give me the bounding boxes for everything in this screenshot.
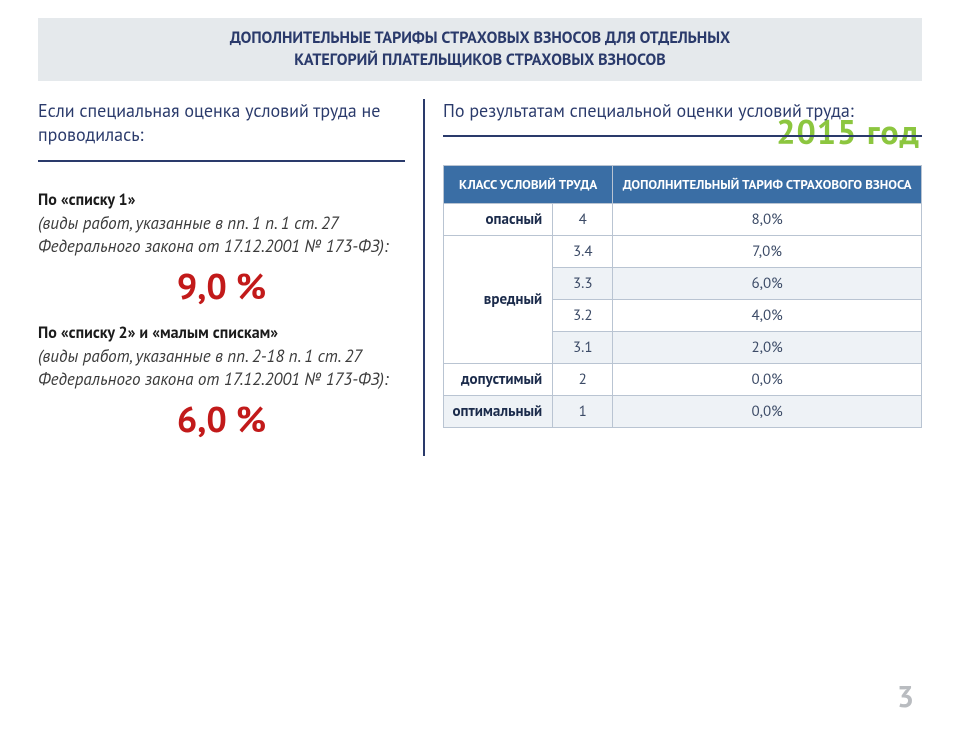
th-class: КЛАСС УСЛОВИЙ ТРУДА — [444, 166, 613, 204]
list2-percent: 6,0 % — [38, 395, 405, 442]
table-row: опасный48,0% — [444, 204, 922, 236]
subclass-cell: 4 — [553, 204, 613, 236]
rate-cell: 8,0% — [613, 204, 922, 236]
list1-desc: (виды работ, указанные в пп. 1 п. 1 ст. … — [38, 212, 405, 258]
class-label-cell: оптимальный — [444, 396, 553, 428]
rate-cell: 4,0% — [613, 300, 922, 332]
table-row: вредный3.47,0% — [444, 236, 922, 268]
list1-block: По «списку 1» (виды работ, указанные в п… — [38, 190, 405, 309]
list1-percent: 9,0 % — [38, 262, 405, 309]
column-right: По результатам специальной оценки услови… — [423, 99, 922, 455]
tariff-table: КЛАСС УСЛОВИЙ ТРУДА ДОПОЛНИТЕЛЬНЫЙ ТАРИФ… — [443, 165, 922, 428]
subclass-cell: 3.1 — [553, 332, 613, 364]
title-line-2: КАТЕГОРИЙ ПЛАТЕЛЬЩИКОВ СТРАХОВЫХ ВЗНОСОВ — [78, 50, 882, 72]
rate-cell: 0,0% — [613, 396, 922, 428]
table-row: оптимальный10,0% — [444, 396, 922, 428]
list2-block: По «списку 2» и «малым спискам» (виды ра… — [38, 323, 405, 442]
right-header: По результатам специальной оценки услови… — [443, 99, 922, 137]
table-row: допустимый20,0% — [444, 364, 922, 396]
content-columns: Если специальная оценка условий труда не… — [38, 99, 922, 455]
list1-title: По «списку 1» — [38, 190, 405, 210]
title-bar: ДОПОЛНИТЕЛЬНЫЕ ТАРИФЫ СТРАХОВЫХ ВЗНОСОВ … — [38, 18, 922, 81]
title-line-1: ДОПОЛНИТЕЛЬНЫЕ ТАРИФЫ СТРАХОВЫХ ВЗНОСОВ … — [78, 28, 882, 50]
rate-cell: 6,0% — [613, 268, 922, 300]
class-label-cell: опасный — [444, 204, 553, 236]
tariff-table-body: опасный48,0%вредный3.47,0%3.36,0%3.24,0%… — [444, 204, 922, 428]
list2-title: По «списку 2» и «малым спискам» — [38, 323, 405, 343]
rate-cell: 7,0% — [613, 236, 922, 268]
class-label-cell: допустимый — [444, 364, 553, 396]
subclass-cell: 1 — [553, 396, 613, 428]
list2-desc: (виды работ, указанные в пп. 2-18 п. 1 с… — [38, 345, 405, 391]
left-header: Если специальная оценка условий труда не… — [38, 99, 405, 162]
subclass-cell: 3.3 — [553, 268, 613, 300]
rate-cell: 2,0% — [613, 332, 922, 364]
th-tariff: ДОПОЛНИТЕЛЬНЫЙ ТАРИФ СТРАХОВОГО ВЗНОСА — [613, 166, 922, 204]
column-left: Если специальная оценка условий труда не… — [38, 99, 423, 455]
subclass-cell: 3.4 — [553, 236, 613, 268]
class-label-cell: вредный — [444, 236, 553, 364]
rate-cell: 0,0% — [613, 364, 922, 396]
subclass-cell: 3.2 — [553, 300, 613, 332]
page-number: 3 — [897, 677, 914, 716]
subclass-cell: 2 — [553, 364, 613, 396]
